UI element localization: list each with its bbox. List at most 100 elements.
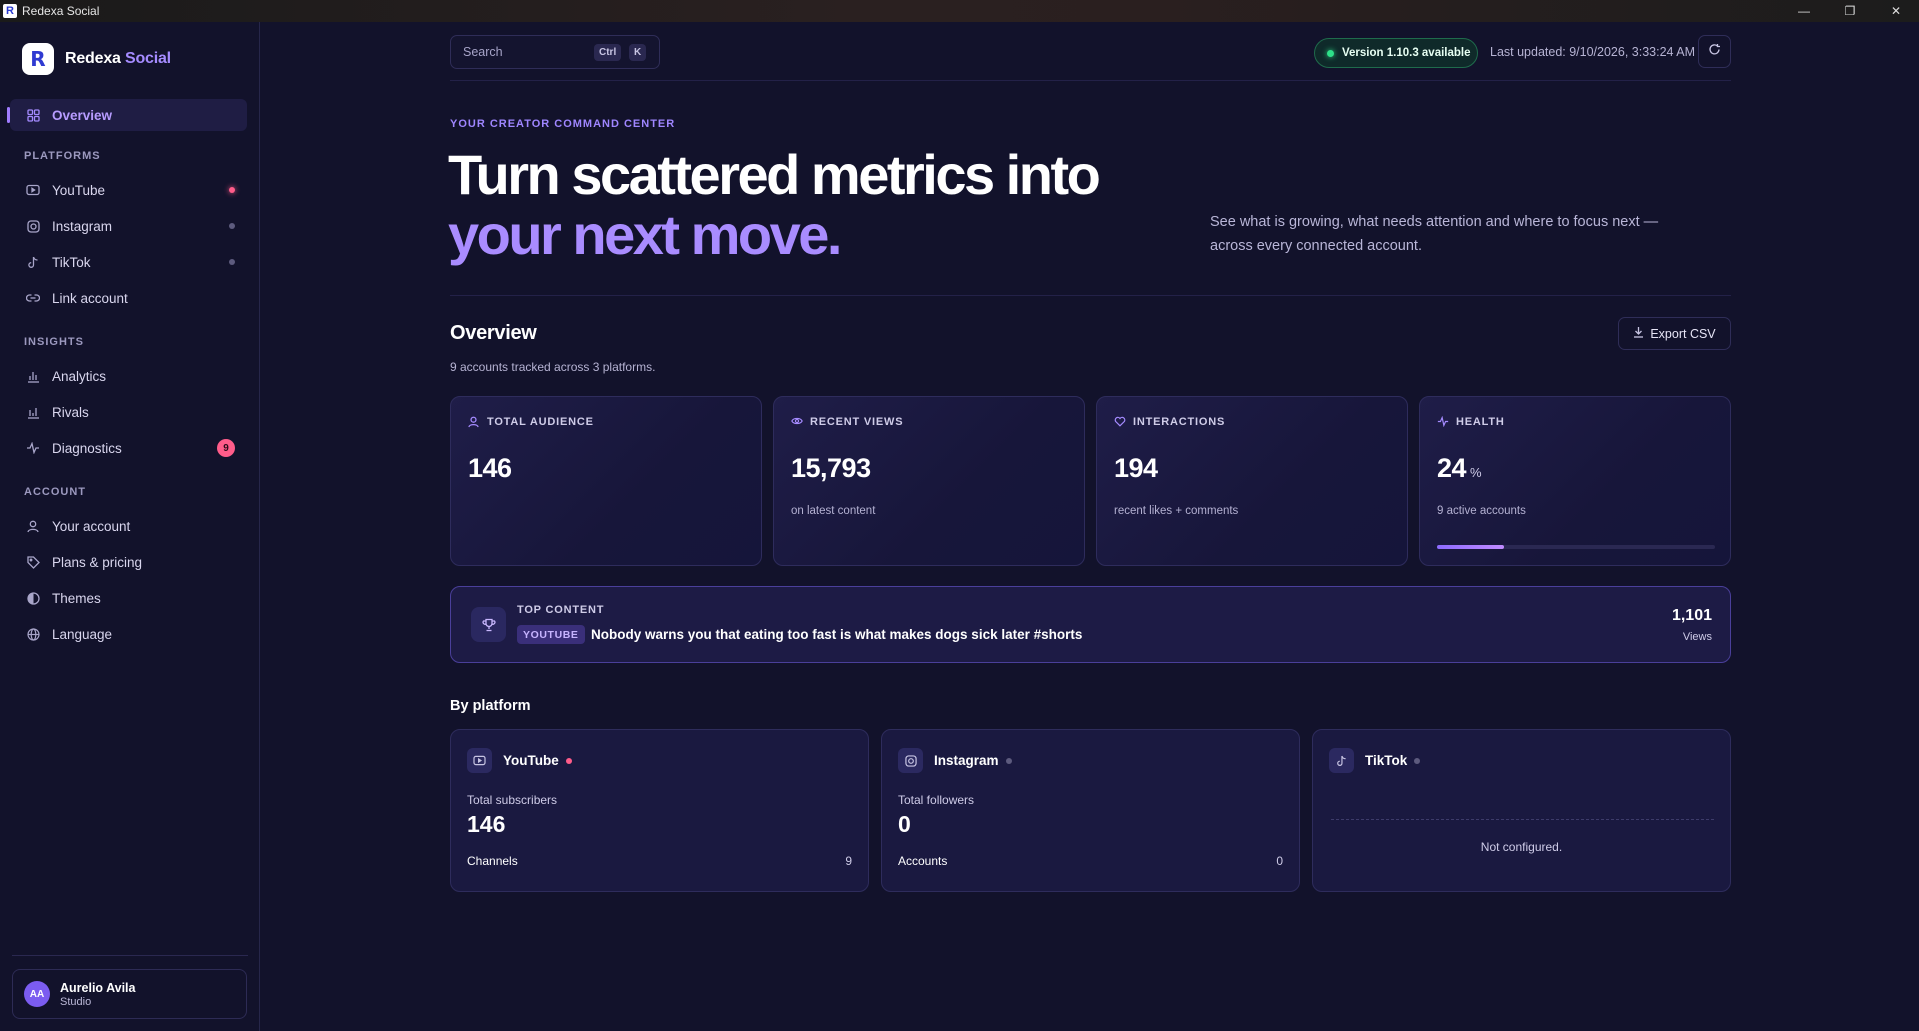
platform-row-value: 9 — [845, 854, 852, 868]
platform-name: TikTok — [1365, 753, 1421, 768]
top-content-title[interactable]: Nobody warns you that eating too fast is… — [591, 627, 1083, 642]
nav-section-account: ACCOUNT — [24, 486, 86, 498]
stat-value-unit: % — [1470, 465, 1482, 480]
stat-card-total-audience[interactable]: TOTAL AUDIENCE 146 — [450, 396, 762, 566]
platform-metric-value: 0 — [898, 811, 911, 837]
stat-caption: recent likes + comments — [1114, 505, 1239, 517]
sidebar-item-themes[interactable]: Themes — [10, 582, 247, 614]
platform-name-text: Instagram — [934, 753, 999, 768]
window-titlebar: R Redexa Social — ❐ ✕ — [0, 0, 1919, 22]
diagnostics-count-badge: 9 — [217, 439, 235, 457]
sidebar: R Redexa Social Overview PLATFORMS YouTu… — [0, 22, 260, 1031]
close-icon[interactable]: ✕ — [1890, 4, 1902, 18]
by-platform-heading: By platform — [450, 698, 531, 714]
bar-chart-icon — [25, 368, 41, 384]
stat-label-text: INTERACTIONS — [1133, 416, 1226, 428]
health-progress-fill — [1437, 545, 1504, 549]
restore-icon[interactable]: ❐ — [1844, 4, 1856, 18]
status-dot — [565, 757, 572, 764]
search-placeholder: Search — [463, 45, 503, 59]
tiktok-icon — [25, 254, 41, 270]
version-update-pill[interactable]: Version 1.10.3 available — [1314, 38, 1478, 68]
status-dot — [229, 259, 235, 265]
export-label: Export CSV — [1650, 326, 1716, 341]
platform-card-tiktok[interactable]: TikTok Not configured. — [1312, 729, 1731, 892]
status-dot — [229, 187, 235, 193]
hero-subtitle: See what is growing, what needs attentio… — [1210, 214, 1659, 254]
sidebar-item-label: TikTok — [52, 254, 91, 270]
sidebar-item-language[interactable]: Language — [10, 618, 247, 650]
pulse-icon — [1437, 416, 1449, 428]
window-controls: — ❐ ✕ — [1781, 0, 1919, 22]
stat-label: HEALTH — [1437, 416, 1505, 428]
health-progress-bar — [1437, 545, 1715, 549]
brand[interactable]: R Redexa Social — [22, 43, 171, 75]
sidebar-item-label: Your account — [52, 518, 131, 534]
refresh-icon — [1708, 43, 1721, 61]
sidebar-item-rivals[interactable]: Rivals — [10, 396, 247, 428]
heart-icon — [1114, 416, 1126, 428]
stat-card-recent-views[interactable]: RECENT VIEWS 15,793 on latest content — [773, 396, 1085, 566]
globe-icon — [25, 626, 41, 642]
platform-name: YouTube — [503, 753, 572, 768]
status-dot — [1414, 757, 1421, 764]
sidebar-item-label: Rivals — [52, 404, 89, 420]
minimize-icon[interactable]: — — [1798, 4, 1810, 18]
sidebar-item-tiktok[interactable]: TikTok — [10, 246, 247, 278]
hero-title-line1: Turn scattered metrics into — [448, 143, 1101, 206]
link-icon — [25, 290, 41, 306]
platform-name-text: TikTok — [1365, 753, 1408, 768]
export-csv-button[interactable]: Export CSV — [1618, 317, 1731, 350]
sidebar-item-diagnostics[interactable]: Diagnostics 9 — [10, 432, 247, 464]
user-meta: Aurelio Avila Studio — [60, 981, 135, 1008]
sidebar-item-plans[interactable]: Plans & pricing — [10, 546, 247, 578]
sidebar-item-youtube[interactable]: YouTube — [10, 174, 247, 206]
brand-name-accent: Social — [124, 50, 171, 67]
sidebar-item-analytics[interactable]: Analytics — [10, 360, 247, 392]
stat-value: 146 — [468, 453, 512, 483]
pulse-icon — [25, 440, 41, 456]
top-content-views-label: Views — [1682, 631, 1712, 643]
brand-name-primary: Redexa — [65, 50, 121, 67]
brand-logo-icon: R — [22, 43, 54, 75]
top-content-card[interactable]: TOP CONTENT YOUTUBE Nobody warns you tha… — [450, 586, 1731, 663]
search-input[interactable]: Search Ctrl K — [450, 35, 660, 69]
sidebar-item-overview[interactable]: Overview — [7, 99, 247, 131]
window-title: Redexa Social — [22, 4, 100, 18]
sidebar-item-label: Link account — [52, 290, 128, 306]
sidebar-item-label: YouTube — [52, 182, 106, 198]
sidebar-item-label: Themes — [52, 590, 101, 606]
platform-row-value: 0 — [1276, 854, 1283, 868]
platform-tag: YOUTUBE — [517, 625, 585, 644]
user-card[interactable]: AA Aurelio Avila Studio — [12, 969, 247, 1019]
stat-label-text: HEALTH — [1456, 416, 1505, 428]
sidebar-item-your-account[interactable]: Your account — [10, 510, 247, 542]
stat-caption: 9 active accounts — [1437, 505, 1526, 517]
sidebar-item-label: Plans & pricing — [52, 554, 143, 570]
sidebar-item-label: Diagnostics — [52, 440, 122, 456]
kbd-k: K — [629, 44, 647, 61]
user-icon — [468, 416, 480, 428]
stat-card-interactions[interactable]: INTERACTIONS 194 recent likes + comments — [1096, 396, 1408, 566]
top-content-views: 1,101 — [1671, 607, 1712, 624]
tiktok-icon — [1329, 748, 1354, 773]
page-title: Overview — [450, 322, 537, 344]
instagram-icon — [898, 748, 923, 773]
platform-card-youtube[interactable]: YouTube Total subscribers 146 Channels 9 — [450, 729, 869, 892]
sidebar-item-link-account[interactable]: Link account — [10, 282, 247, 314]
refresh-button[interactable] — [1698, 35, 1731, 68]
sidebar-item-label: Analytics — [52, 368, 107, 384]
platform-card-instagram[interactable]: Instagram Total followers 0 Accounts 0 — [881, 729, 1300, 892]
app-icon: R — [3, 4, 17, 18]
stat-label: INTERACTIONS — [1114, 416, 1225, 428]
trophy-icon — [471, 607, 506, 642]
rivals-chart-icon — [25, 404, 41, 420]
stat-card-health[interactable]: HEALTH 24% 9 active accounts — [1419, 396, 1731, 566]
stat-value-number: 24 — [1437, 453, 1467, 483]
last-updated: Last updated: 9/10/2026, 3:33:24 AM — [1490, 45, 1696, 59]
status-dot — [1005, 757, 1012, 764]
sidebar-item-instagram[interactable]: Instagram — [10, 210, 247, 242]
stat-label: TOTAL AUDIENCE — [468, 416, 594, 428]
stat-label-text: TOTAL AUDIENCE — [487, 416, 594, 428]
youtube-icon — [467, 748, 492, 773]
